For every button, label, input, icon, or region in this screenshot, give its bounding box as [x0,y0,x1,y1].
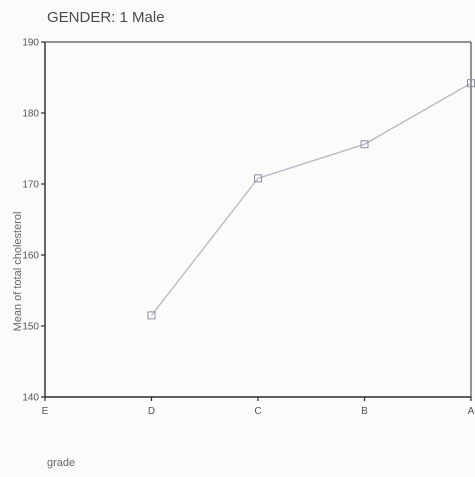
x-tick-label: C [254,406,261,417]
y-tick-label: 160 [22,251,39,262]
y-axis-label: Mean of total cholesterol [12,212,24,332]
y-tick-label: 150 [22,322,39,333]
x-axis-label: grade [47,457,75,469]
x-tick-label: E [42,406,49,417]
plot-background [45,42,471,397]
data-point-marker [360,140,369,149]
data-series [147,79,475,320]
chart-title: GENDER: 1 Male [47,9,165,26]
y-tick-label: 170 [22,180,39,191]
x-tick-label: B [361,406,368,417]
x-tick-label: D [148,406,155,417]
x-tick-label: A [468,406,475,417]
y-tick-label: 140 [22,393,39,404]
data-point-marker [147,311,156,320]
y-axis-ticks: 140 150 160 170 180 190 [22,38,45,404]
y-tick-label: 190 [22,38,39,49]
series-line [150,82,472,316]
y-tick-label: 180 [22,109,39,120]
data-point-marker [254,174,262,183]
